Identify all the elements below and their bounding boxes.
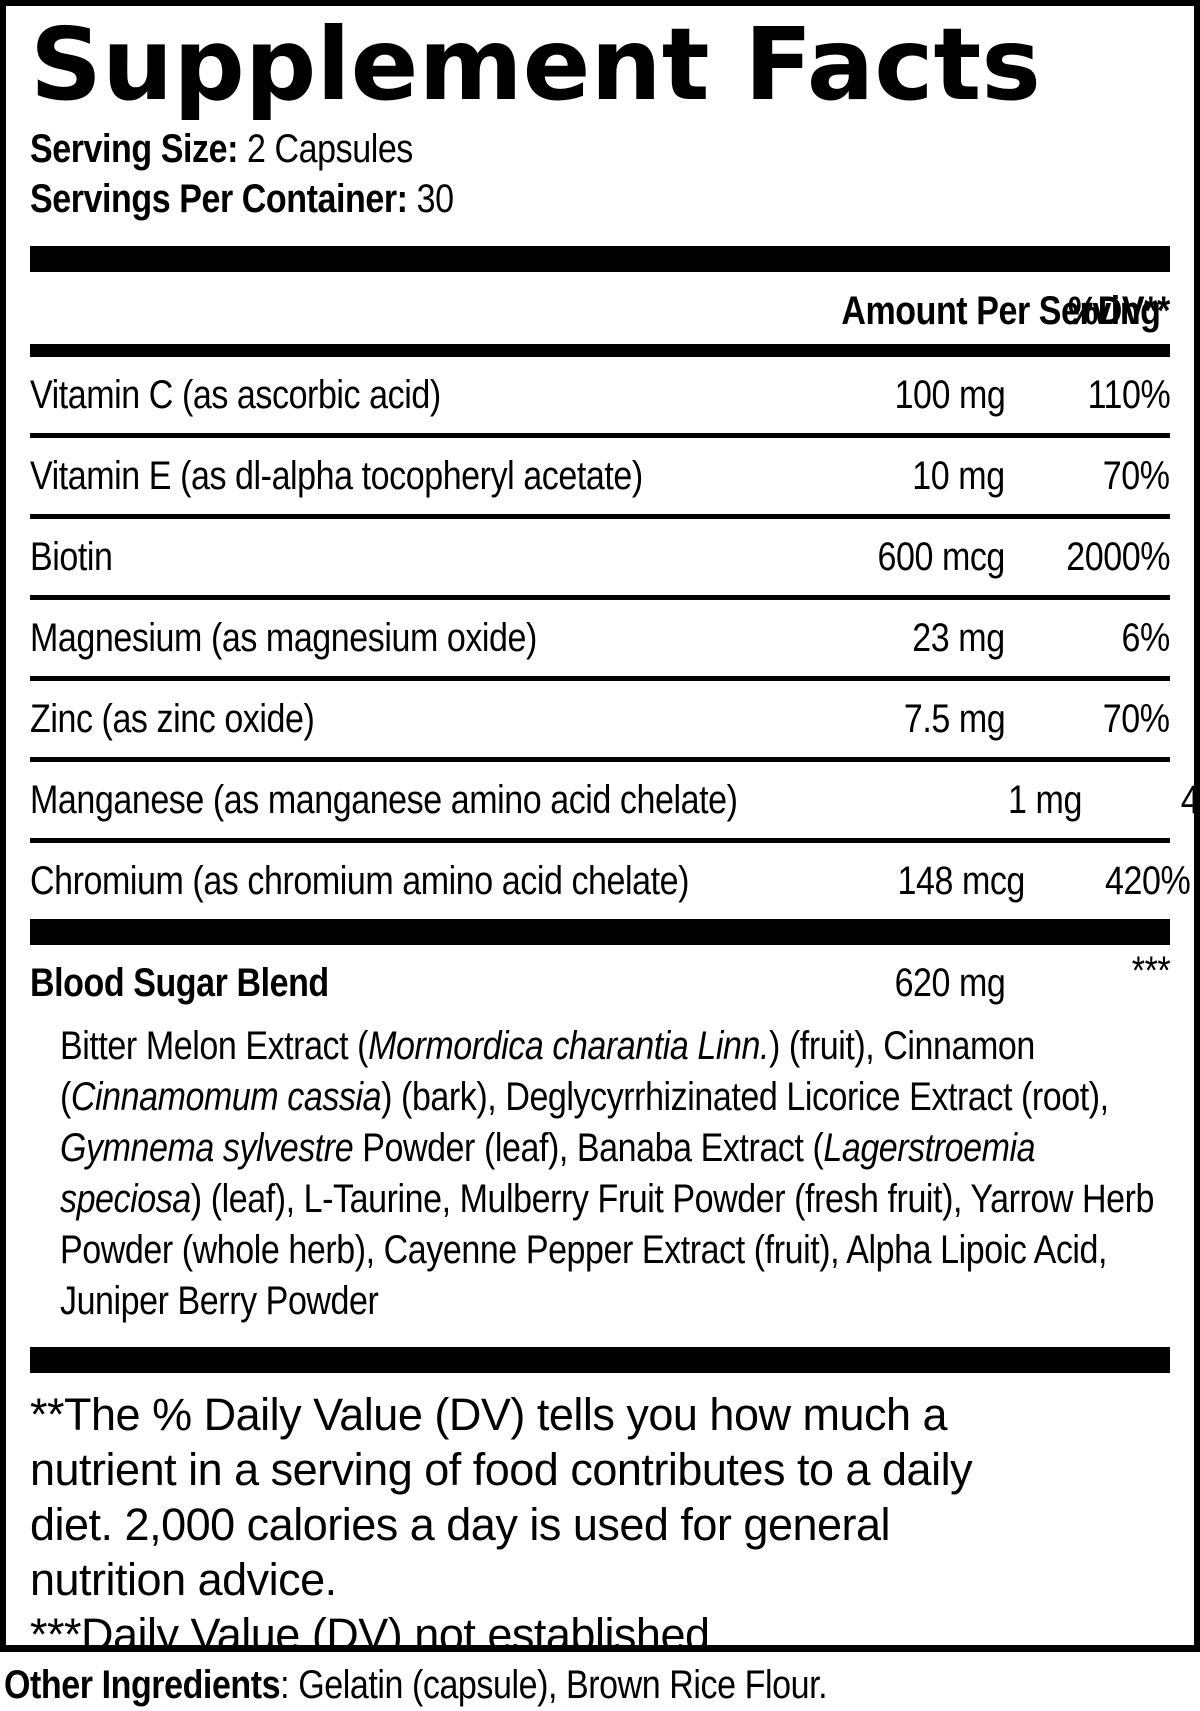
blend-dv: *** [1131, 949, 1171, 993]
blend-name: Blood Sugar Blend [30, 961, 329, 1005]
thick-rule [30, 919, 1170, 945]
nutrient-amount: 7.5 mg [903, 696, 1006, 741]
ingredient-text: ) (bark), Deglycyrrhizinated Licorice Ex… [381, 1075, 1109, 1119]
table-row: Vitamin C (as ascorbic acid) 100 mg 110% [30, 357, 1170, 438]
nutrient-table: Vitamin C (as ascorbic acid) 100 mg 110% Vi… [30, 357, 1194, 919]
nutrient-amount: 1 mg [1008, 777, 1083, 822]
other-ingredients-line: Other Ingredients: Gelatin (capsule), Br… [4, 1660, 1200, 1710]
footnote-line: **The % Daily Value (DV) tells you how m… [30, 1389, 948, 1440]
servings-per-container-line: Servings Per Container: 30 [30, 174, 1170, 224]
other-ingredients-text: : Gelatin (capsule), Brown Rice Flour. [280, 1663, 828, 1707]
footnote-line: nutrition advice. [30, 1554, 337, 1605]
nutrient-dv: 110% [1087, 372, 1170, 417]
servings-per-container-value: 30 [416, 177, 454, 221]
footnote-line: diet. 2,000 calories a day is used for g… [30, 1499, 891, 1550]
amount-per-serving-header: Amount Per Serving [841, 289, 1161, 333]
supplement-facts-panel: Supplement Facts Serving Size: 2 Capsule… [0, 0, 1200, 1652]
table-row: Manganese (as manganese amino acid chela… [30, 762, 1194, 843]
footnotes: **The % Daily Value (DV) tells you how m… [30, 1387, 1170, 1652]
other-ingredients-label: Other Ingredients [4, 1663, 281, 1707]
serving-size-label: Serving Size: [30, 127, 238, 171]
nutrient-name: Magnesium (as magnesium oxide) [30, 615, 537, 660]
latin-name: Mormordica charantia Linn. [368, 1024, 769, 1068]
nutrient-name: Vitamin C (as ascorbic acid) [30, 372, 441, 417]
nutrient-name: Biotin [30, 534, 113, 579]
nutrient-dv: 420% [1105, 858, 1191, 903]
nutrient-dv: 45% [1180, 777, 1200, 822]
ingredient-text: ) (leaf), L-Taurine, Mulberry Fruit Powd… [60, 1177, 1155, 1323]
ingredient-text: Bitter Melon Extract ( [60, 1024, 369, 1068]
nutrient-amount: 100 mg [894, 372, 1005, 417]
thick-rule [30, 246, 1170, 272]
dv-header: %DV** [1068, 289, 1170, 333]
ingredient-text: ) (fruit), Cinnamon ( [60, 1024, 1035, 1119]
serving-size-value: 2 Capsules [247, 127, 413, 171]
nutrient-dv: 70% [1103, 696, 1170, 741]
latin-name: Gymnema sylvestre [60, 1126, 354, 1170]
nutrient-dv: 70% [1103, 453, 1170, 498]
serving-info: Serving Size: 2 Capsules Servings Per Co… [30, 124, 1170, 224]
nutrient-name: Chromium (as chromium amino acid chelate… [30, 858, 690, 903]
serving-size-line: Serving Size: 2 Capsules [30, 124, 1170, 174]
nutrient-dv: 6% [1121, 615, 1171, 660]
blend-row: Blood Sugar Blend 620 mg *** [30, 945, 1170, 1013]
latin-name: Lagerstroemia speciosa [60, 1126, 1036, 1221]
servings-per-container-label: Servings Per Container: [30, 177, 408, 221]
blend-ingredient-list: Bitter Melon Extract (Mormordica charant… [60, 1021, 1170, 1327]
nutrient-name: Manganese (as manganese amino acid chela… [30, 777, 738, 822]
nutrient-dv: 2000% [1066, 534, 1170, 579]
blend-amount: 620 mg [894, 961, 1005, 1005]
medium-rule [30, 344, 1170, 357]
footnote-line: nutrient in a serving of food contribute… [30, 1444, 973, 1495]
table-row: Magnesium (as magnesium oxide) 23 mg 6% [30, 600, 1170, 681]
thick-rule [30, 1347, 1170, 1373]
latin-name: Cinnamomum cassia [70, 1075, 382, 1119]
footnote-line: ***Daily Value (DV) not established. [30, 1609, 722, 1652]
nutrient-name: Vitamin E (as dl-alpha tocopheryl acetat… [30, 453, 643, 498]
nutrient-amount: 23 mg [912, 615, 1006, 660]
ingredient-text: Powder (leaf), Banaba Extract ( [353, 1126, 824, 1170]
panel-title: Supplement Facts [30, 6, 1041, 123]
table-row: Biotin 600 mcg 2000% [30, 519, 1170, 600]
nutrient-name: Zinc (as zinc oxide) [30, 696, 315, 741]
nutrient-amount: 10 mg [912, 453, 1006, 498]
table-header-row: Amount Per Serving %DV** [30, 272, 1170, 344]
nutrient-amount: 148 mcg [897, 858, 1026, 903]
table-row: Vitamin E (as dl-alpha tocopheryl acetat… [30, 438, 1170, 519]
nutrient-amount: 600 mcg [877, 534, 1006, 579]
table-row: Chromium (as chromium amino acid chelate… [30, 843, 1191, 919]
table-row: Zinc (as zinc oxide) 7.5 mg 70% [30, 681, 1170, 762]
